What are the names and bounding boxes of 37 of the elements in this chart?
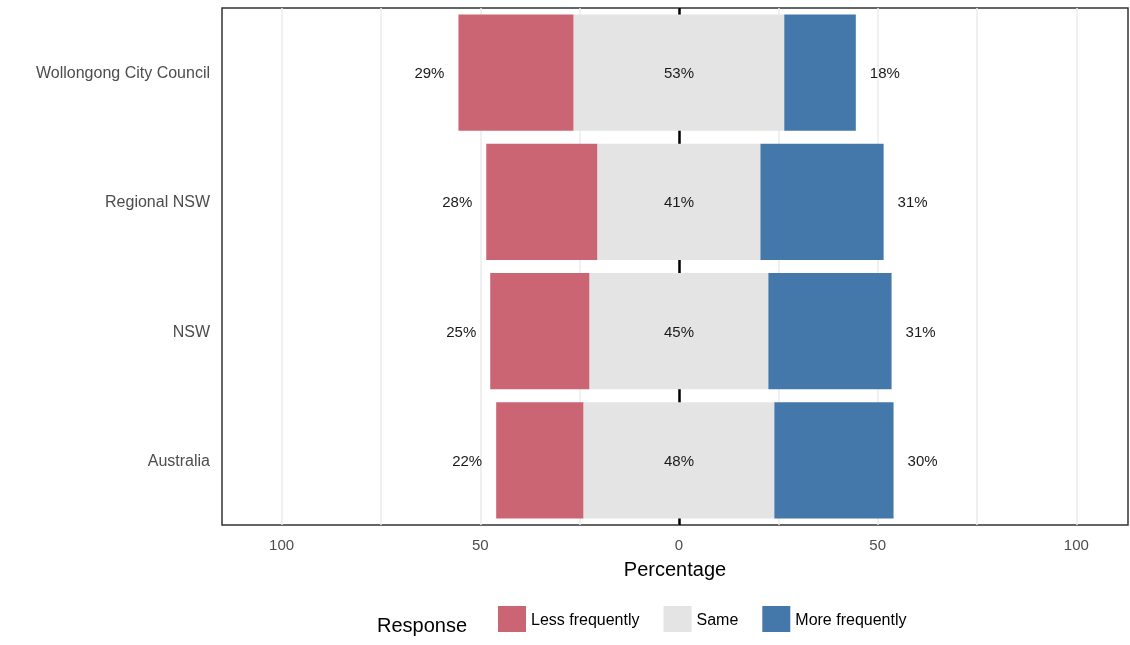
- x-tick-label: 50: [869, 536, 886, 553]
- data-label: 25%: [446, 322, 477, 340]
- y-tick-label: Wollongong City Council: [35, 64, 210, 82]
- data-label: 29%: [414, 64, 445, 82]
- y-tick-label: Australia: [147, 451, 211, 469]
- data-label: 28%: [442, 193, 473, 211]
- bar: [583, 402, 775, 519]
- bar: [589, 272, 769, 390]
- legend-title: Response: [377, 614, 468, 636]
- legend-label: More frequently: [795, 610, 907, 628]
- bar: [760, 143, 884, 261]
- bar: [774, 402, 894, 519]
- bar: [768, 272, 892, 390]
- legend-label: Less frequently: [531, 610, 640, 628]
- data-label: 48%: [663, 451, 694, 469]
- x-tick-label: 50: [471, 536, 489, 553]
- legend-label: Same: [696, 610, 739, 628]
- x-tick-label: 100: [1063, 536, 1089, 553]
- data-label: 30%: [907, 451, 938, 469]
- x-tick-label: 100: [269, 536, 295, 553]
- data-label: 41%: [663, 193, 694, 211]
- bar: [597, 143, 761, 261]
- bar: [784, 14, 856, 131]
- bar: [458, 14, 574, 131]
- data-label: 45%: [663, 322, 694, 340]
- bar: [486, 143, 598, 261]
- x-tick-label: 0: [674, 536, 684, 553]
- y-tick-label: NSW: [172, 322, 211, 340]
- data-label: 18%: [869, 64, 900, 82]
- data-label: 31%: [905, 322, 936, 340]
- data-label: 22%: [452, 451, 483, 469]
- bar: [496, 402, 584, 519]
- bar: [490, 272, 590, 390]
- x-axis-title: Percentage: [623, 558, 727, 580]
- data-label: 31%: [897, 193, 928, 211]
- data-label: 53%: [663, 64, 694, 82]
- y-tick-label: Regional NSW: [105, 193, 211, 211]
